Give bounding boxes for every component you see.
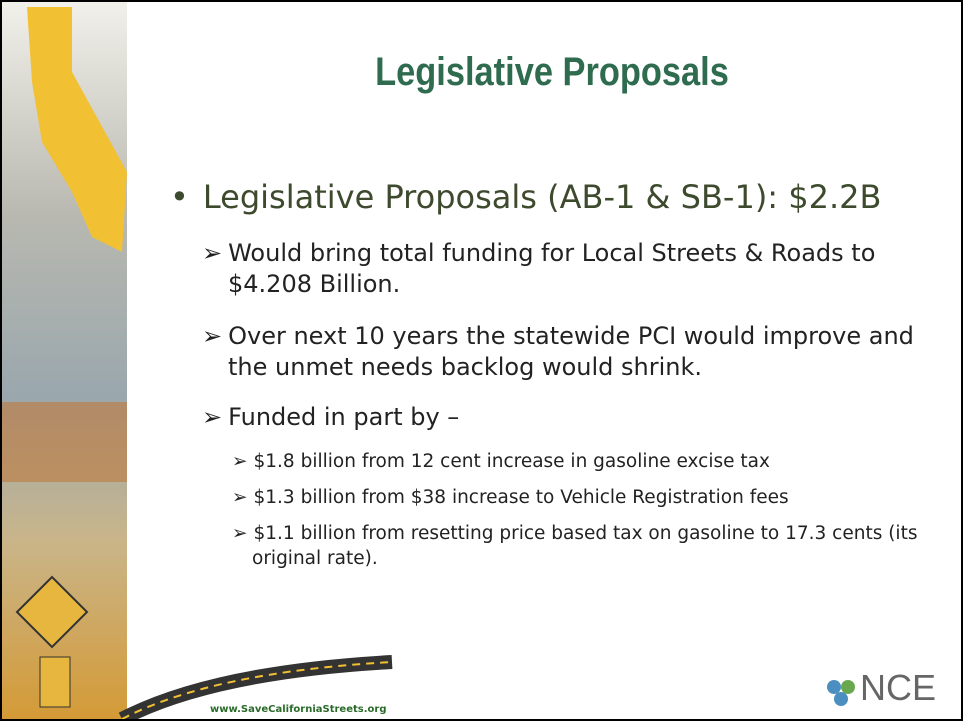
sub-sub-bullet: $1.8 billion from 12 cent increase in ga…	[232, 449, 952, 474]
body: Legislative Proposals Legislative Propos…	[0, 0, 963, 721]
logo-icon	[824, 677, 858, 707]
page: {"slide": { "title": "Legislative Propos…	[0, 0, 963, 721]
sub-bullet: Would bring total funding for Local Stre…	[202, 238, 948, 300]
logo: NCE	[860, 667, 936, 709]
sub-bullet: Over next 10 years the statewide PCI wou…	[202, 321, 948, 383]
photo-strip	[2, 2, 127, 719]
footer-url: www.SaveCaliforniaStreets.org	[210, 704, 386, 715]
slide: Legislative Proposals Legislative Propos…	[0, 0, 963, 721]
sub-bullet: Funded in part by –	[202, 402, 948, 433]
main-bullet: Legislative Proposals (AB-1 & SB-1): $2.…	[170, 178, 881, 216]
sub-sub-bullet: $1.3 billion from $38 increase to Vehicl…	[232, 485, 952, 510]
slide-title: Legislative Proposals	[251, 50, 853, 95]
sub-sub-bullet: $1.1 billion from resetting price based …	[232, 521, 952, 571]
